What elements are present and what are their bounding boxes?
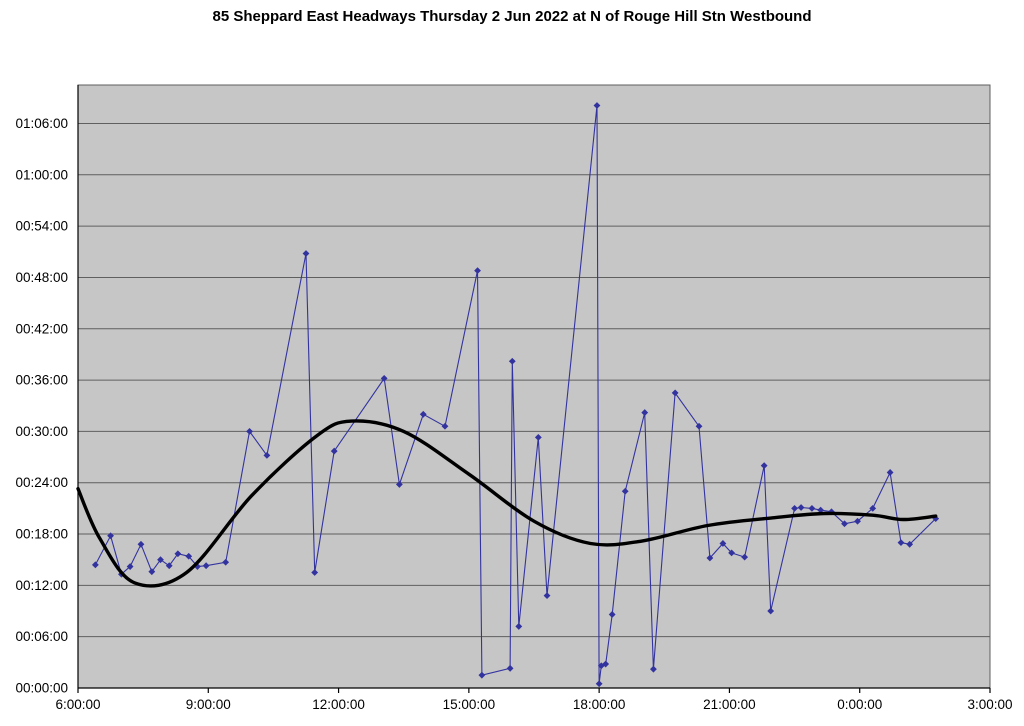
data-point-marker xyxy=(593,102,601,109)
y-tick-label: 00:54:00 xyxy=(15,219,68,234)
data-point-marker xyxy=(174,550,182,558)
data-point-marker xyxy=(165,562,173,570)
data-point-marker xyxy=(854,517,861,525)
data-point-marker xyxy=(543,592,551,600)
data-point-marker xyxy=(595,680,603,688)
data-point-marker xyxy=(506,664,514,672)
data-point-marker xyxy=(380,374,388,382)
data-point-marker xyxy=(263,451,271,459)
data-point-marker xyxy=(246,428,253,435)
data-point-marker xyxy=(608,611,616,618)
y-tick-label: 00:06:00 xyxy=(15,629,68,644)
data-point-marker xyxy=(534,433,542,441)
data-point-marker xyxy=(107,532,114,540)
y-tick-label: 01:06:00 xyxy=(15,116,68,131)
data-point-marker xyxy=(808,504,816,512)
data-point-marker xyxy=(91,561,99,569)
data-point-marker xyxy=(741,553,749,561)
data-point-marker xyxy=(508,357,516,365)
x-tick-label: 3:00:00 xyxy=(967,697,1012,712)
data-point-marker xyxy=(515,623,523,630)
data-point-marker xyxy=(621,487,629,495)
data-point-marker xyxy=(897,539,905,546)
data-point-marker xyxy=(395,481,403,488)
data-point-marker xyxy=(419,410,427,418)
data-point-marker xyxy=(841,520,848,528)
data-point-marker xyxy=(671,389,679,397)
data-point-marker xyxy=(728,549,735,557)
data-point-marker xyxy=(311,569,319,576)
data-point-marker xyxy=(706,554,714,562)
data-point-marker xyxy=(602,660,610,668)
y-tick-label: 00:18:00 xyxy=(15,527,68,542)
data-point-marker xyxy=(650,665,657,673)
y-tick-label: 00:36:00 xyxy=(15,373,68,388)
y-tick-label: 00:12:00 xyxy=(15,578,68,593)
data-point-marker xyxy=(817,506,825,514)
x-tick-label: 6:00:00 xyxy=(55,697,100,712)
data-point-marker xyxy=(441,422,449,430)
chart-title: 85 Sheppard East Headways Thursday 2 Jun… xyxy=(212,8,812,25)
data-point-marker xyxy=(137,540,145,548)
data-point-marker xyxy=(886,469,894,476)
data-point-marker xyxy=(202,562,210,570)
data-point-marker xyxy=(906,540,914,548)
data-point-marker xyxy=(641,409,649,416)
data-point-marker xyxy=(330,447,338,455)
x-tick-label: 18:00:00 xyxy=(573,697,626,712)
x-tick-label: 9:00:00 xyxy=(186,697,231,712)
y-tick-label: 00:24:00 xyxy=(15,475,68,490)
data-point-marker xyxy=(767,607,775,615)
x-tick-label: 15:00:00 xyxy=(443,697,496,712)
data-point-marker xyxy=(185,552,193,560)
data-point-marker xyxy=(791,504,798,512)
y-tick-label: 00:00:00 xyxy=(15,681,68,696)
y-tick-label: 00:30:00 xyxy=(15,424,68,439)
y-tick-label: 00:42:00 xyxy=(15,321,68,336)
data-point-marker xyxy=(478,671,486,679)
data-point-marker xyxy=(148,568,156,576)
x-tick-label: 12:00:00 xyxy=(312,697,365,712)
data-point-marker xyxy=(719,540,727,547)
data-point-marker xyxy=(194,563,201,570)
plot-area xyxy=(77,84,991,689)
data-point-marker xyxy=(474,267,481,275)
y-tick-label: 00:48:00 xyxy=(15,270,68,285)
x-tick-label: 0:00:00 xyxy=(837,697,882,712)
data-point-marker xyxy=(797,504,805,511)
data-point-marker xyxy=(760,462,768,470)
y-tick-label: 01:00:00 xyxy=(15,167,68,182)
x-tick-label: 21:00:00 xyxy=(703,697,756,712)
trend-curve xyxy=(76,419,938,588)
data-point-marker xyxy=(302,250,310,257)
data-point-marker xyxy=(157,556,164,564)
data-point-marker xyxy=(869,504,877,512)
data-point-marker xyxy=(126,563,134,570)
data-point-marker xyxy=(222,558,230,566)
data-point-marker xyxy=(695,422,703,430)
